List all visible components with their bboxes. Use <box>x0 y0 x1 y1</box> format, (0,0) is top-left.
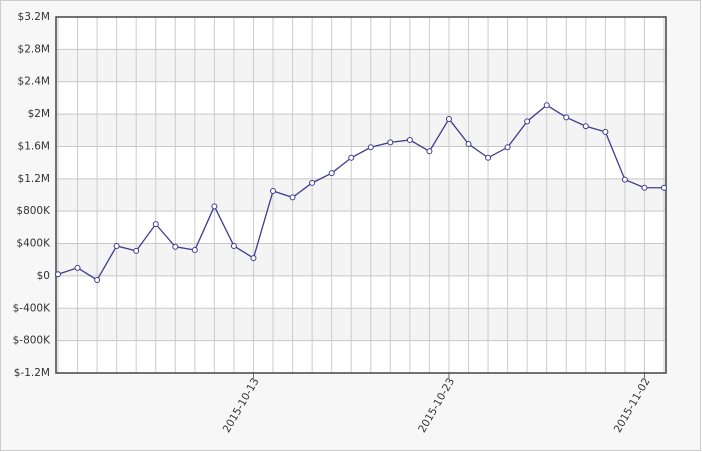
point <box>270 187 277 194</box>
point <box>387 139 394 146</box>
plot-border <box>55 16 667 374</box>
point <box>191 247 198 254</box>
y-tick-label: $800K <box>16 205 51 217</box>
band <box>56 114 666 147</box>
point <box>661 184 667 191</box>
point <box>367 144 374 151</box>
point <box>348 154 355 161</box>
y-tick-label: $1.6M <box>18 140 50 152</box>
point <box>641 184 648 191</box>
point <box>504 144 511 151</box>
point <box>563 114 570 121</box>
point <box>445 115 452 122</box>
band <box>56 308 666 341</box>
point <box>133 247 140 254</box>
point <box>328 170 335 177</box>
point <box>289 194 296 201</box>
y-tick-label: $2M <box>28 108 50 120</box>
point <box>74 264 81 271</box>
point <box>524 118 531 125</box>
y-tick-label: $-1.2M <box>14 367 50 379</box>
point <box>250 255 257 262</box>
point <box>211 203 218 210</box>
y-tick-label: $-800K <box>13 335 52 347</box>
point <box>465 141 472 148</box>
series-line <box>57 104 664 281</box>
y-tick-label: $0 <box>37 270 50 282</box>
point <box>582 123 589 130</box>
band <box>56 49 666 82</box>
point <box>94 276 101 283</box>
y-tick-label: $2.8M <box>18 43 50 55</box>
point <box>426 148 433 155</box>
band <box>56 243 666 276</box>
point <box>406 136 413 143</box>
point <box>172 243 179 250</box>
y-tick-label: $3.2M <box>18 11 50 23</box>
point <box>230 242 237 249</box>
point <box>309 179 316 186</box>
y-tick-label: $400K <box>16 238 51 250</box>
point <box>152 221 159 228</box>
point <box>543 102 550 109</box>
y-tick-label: $-400K <box>13 302 52 314</box>
point <box>485 154 492 161</box>
y-tick-label: $1.2M <box>18 173 50 185</box>
point <box>621 176 628 183</box>
point <box>602 128 609 135</box>
y-tick-label: $2.4M <box>18 76 50 88</box>
point <box>55 271 61 278</box>
point <box>113 242 120 249</box>
band <box>56 178 666 212</box>
